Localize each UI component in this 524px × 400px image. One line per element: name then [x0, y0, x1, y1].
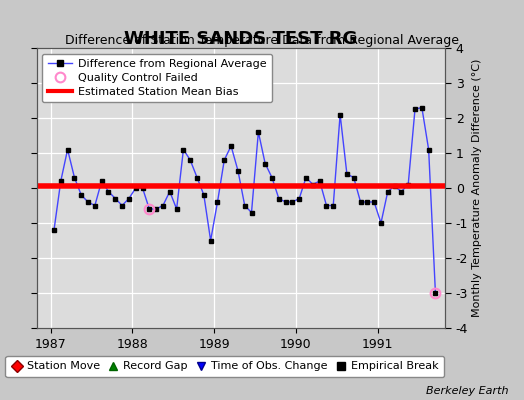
- Y-axis label: Monthly Temperature Anomaly Difference (°C): Monthly Temperature Anomaly Difference (…: [472, 59, 483, 317]
- Text: Difference of Station Temperature Data from Regional Average: Difference of Station Temperature Data f…: [65, 34, 459, 47]
- Text: Berkeley Earth: Berkeley Earth: [426, 386, 508, 396]
- Title: WHITE SANDS TEST RG: WHITE SANDS TEST RG: [124, 30, 358, 48]
- Legend: Station Move, Record Gap, Time of Obs. Change, Empirical Break: Station Move, Record Gap, Time of Obs. C…: [5, 356, 444, 377]
